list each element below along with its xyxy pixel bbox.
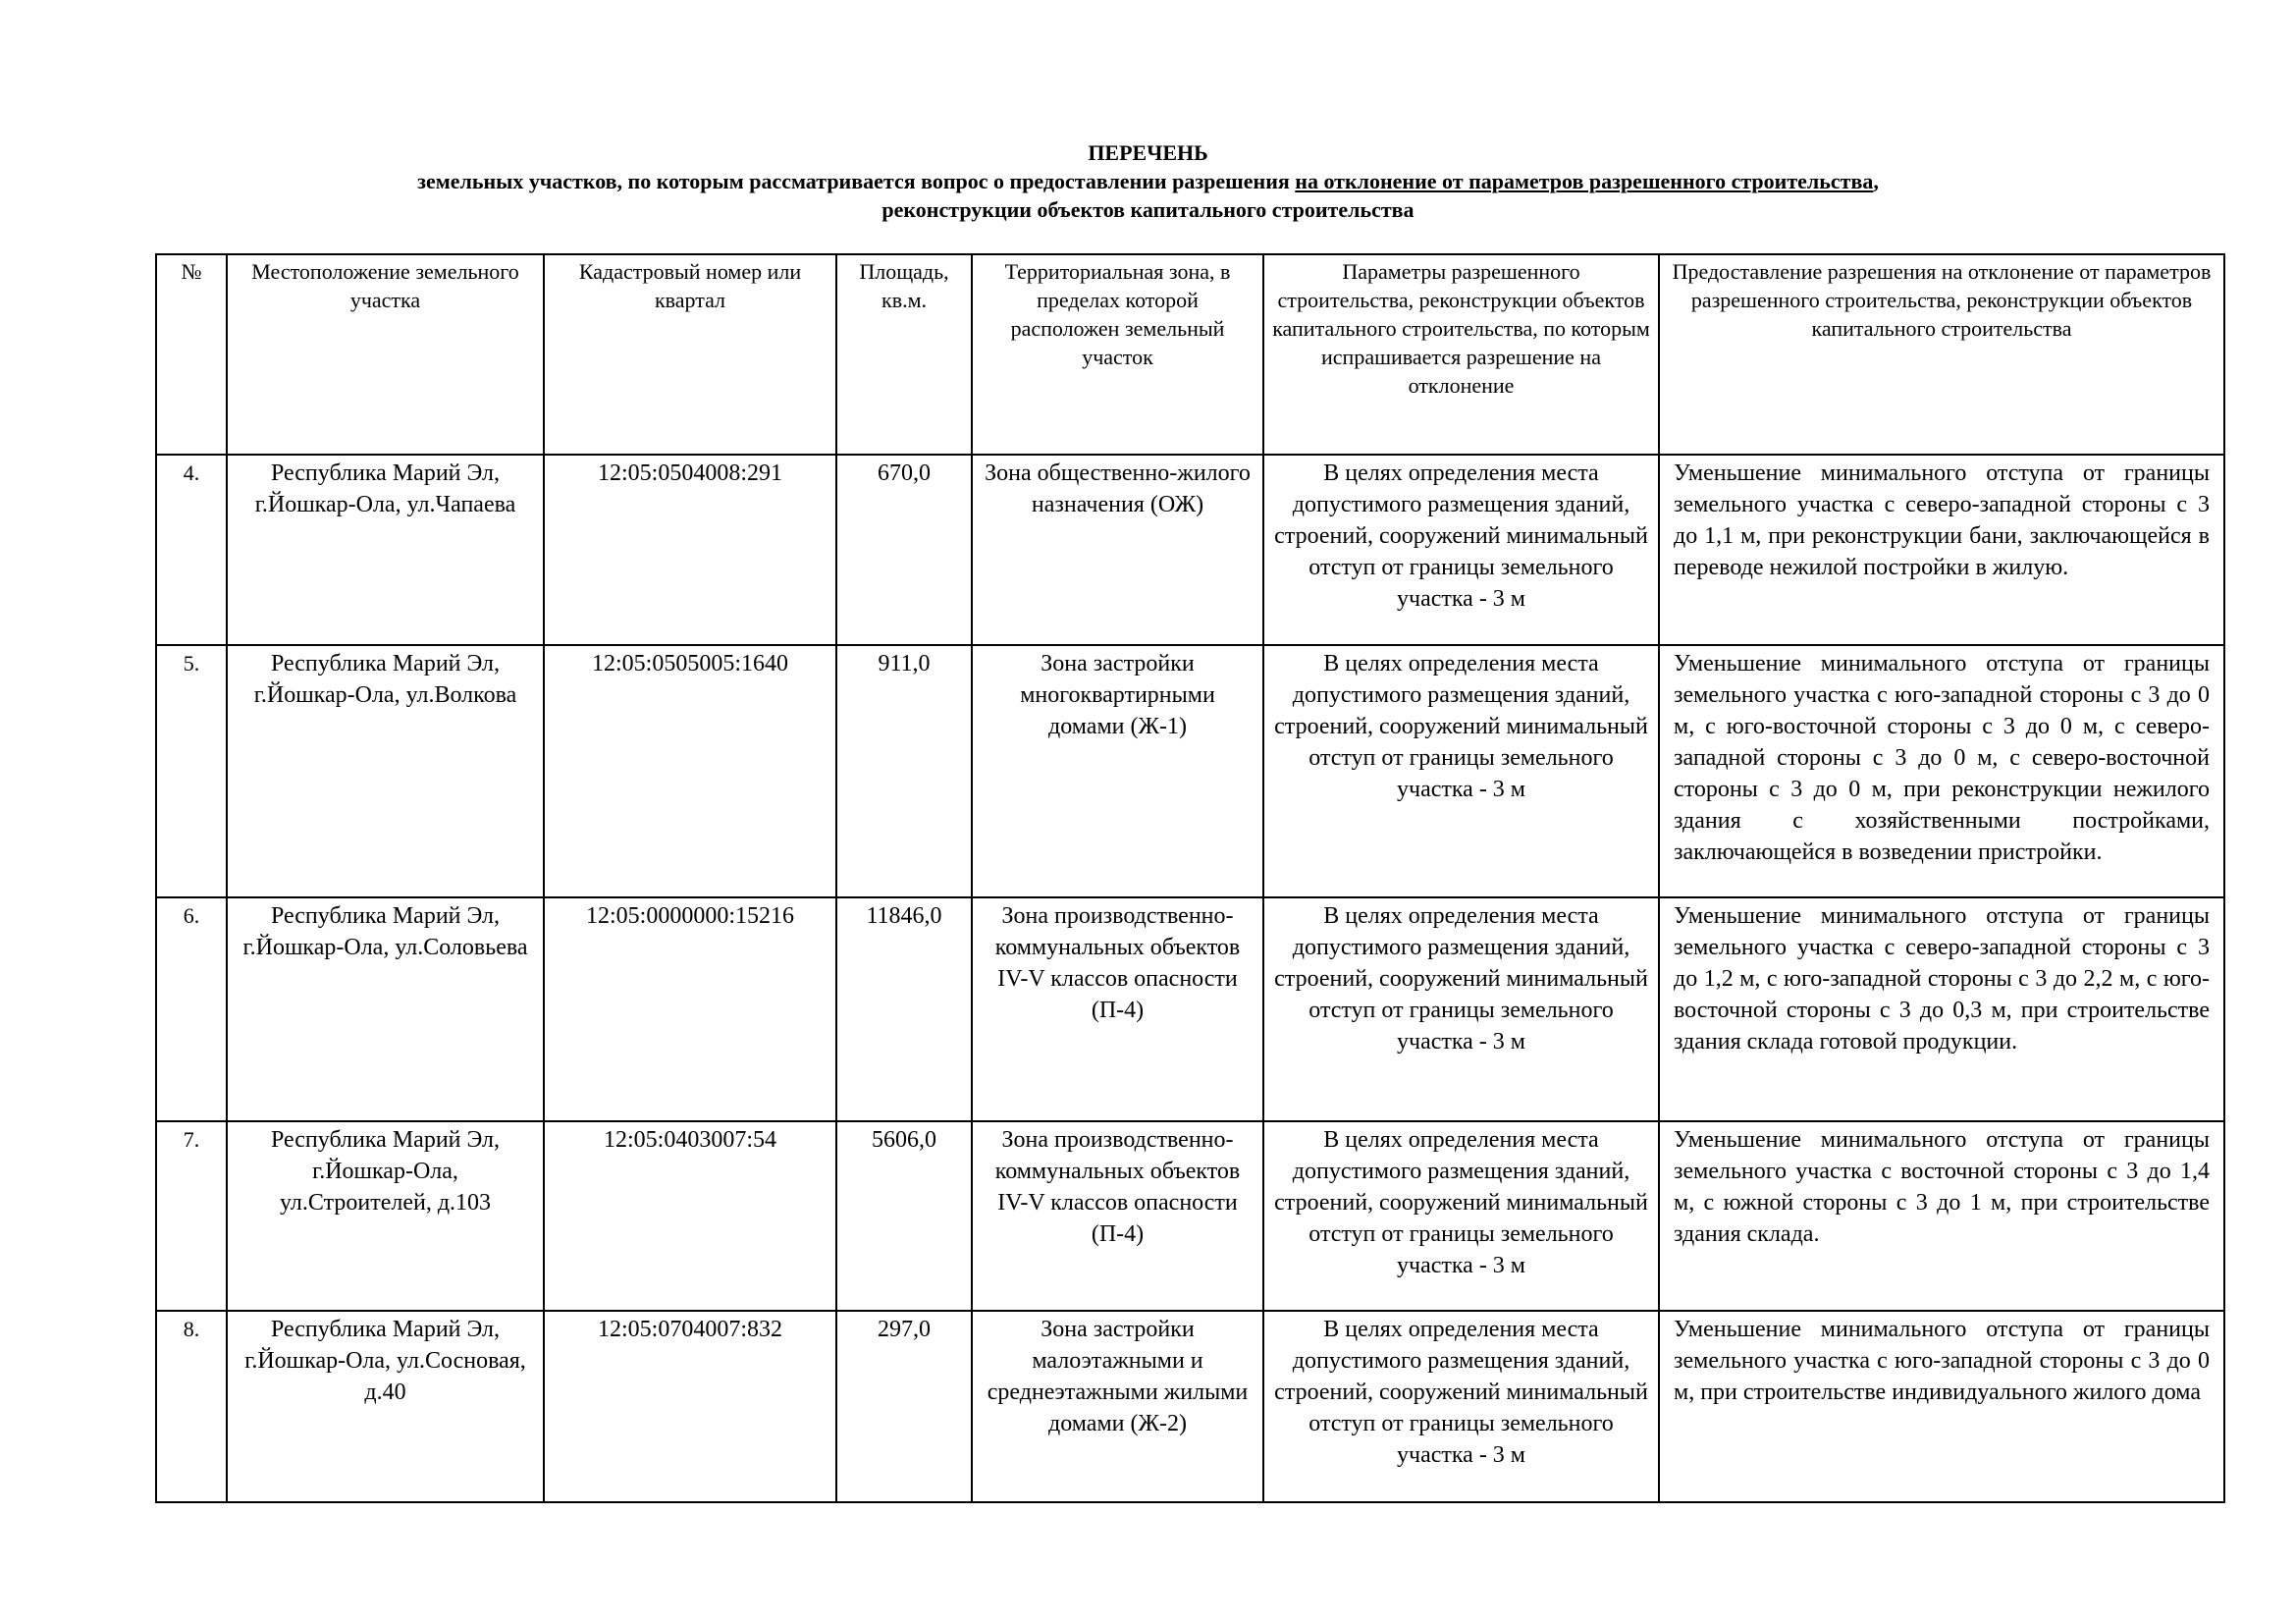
- zone-cell: Зона производственно-коммунальных объект…: [971, 896, 1264, 1122]
- zone-cell: Зона производственно-коммунальных объект…: [971, 1120, 1264, 1312]
- area-cell: 297,0: [835, 1310, 973, 1503]
- table-row: 5. Республика Марий Эл, г.Йошкар-Ола, ул.…: [155, 644, 2225, 898]
- location-cell: Республика Марий Эл, г.Йошкар-Ола, ул.Со…: [226, 896, 545, 1122]
- subtitle-plain: земельных участков, по которым рассматри…: [417, 169, 1296, 193]
- area-cell: 911,0: [835, 644, 973, 898]
- request-cell: Уменьшение минимального отступа от грани…: [1658, 1120, 2225, 1312]
- header-zone: Территориальная зона, в пределах которой…: [971, 253, 1264, 456]
- header-area: Площадь, кв.м.: [835, 253, 973, 456]
- cadastral-number-cell: 12:05:0403007:54: [543, 1120, 837, 1312]
- params-cell: В целях определения места допустимого ра…: [1262, 454, 1660, 646]
- table-row: 6. Республика Марий Эл, г.Йошкар-Ола, ул.…: [155, 896, 2225, 1122]
- row-number: 6.: [155, 896, 228, 1122]
- subtitle-underlined: на отклонение от параметров разрешенного…: [1295, 169, 1874, 193]
- zone-cell: Зона застройки малоэтажными и среднеэтаж…: [971, 1310, 1264, 1503]
- params-cell: В целях определения места допустимого ра…: [1262, 644, 1660, 898]
- document-subtitle-line-1: земельных участков, по которым рассматри…: [0, 168, 2296, 195]
- header-request: Предоставление разрешения на отклонение …: [1658, 253, 2225, 456]
- table-header-row: № Местоположение земельного участка Када…: [155, 253, 2225, 456]
- row-number: 5.: [155, 644, 228, 898]
- request-cell: Уменьшение минимального отступа от грани…: [1658, 644, 2225, 898]
- location-cell: Республика Марий Эл, г.Йошкар-Ола, ул.Ст…: [226, 1120, 545, 1312]
- header-params: Параметры разрешенного строительства, ре…: [1262, 253, 1660, 456]
- table-row: 7. Республика Марий Эл, г.Йошкар-Ола, ул.…: [155, 1120, 2225, 1312]
- params-cell: В целях определения места допустимого ра…: [1262, 1120, 1660, 1312]
- zone-cell: Зона общественно-жилого назначения (ОЖ): [971, 454, 1264, 646]
- header-location: Местоположение земельного участка: [226, 253, 545, 456]
- request-cell: Уменьшение минимального отступа от грани…: [1658, 896, 2225, 1122]
- row-number: 8.: [155, 1310, 228, 1503]
- document-subtitle-line-2: реконструкции объектов капитального стро…: [881, 197, 1415, 222]
- location-cell: Республика Марий Эл, г.Йошкар-Ола, ул.Во…: [226, 644, 545, 898]
- header-cadastral: Кадастровый номер или квартал: [543, 253, 837, 456]
- params-cell: В целях определения места допустимого ра…: [1262, 896, 1660, 1122]
- row-number: 7.: [155, 1120, 228, 1312]
- request-cell: Уменьшение минимального отступа от грани…: [1658, 454, 2225, 646]
- table-row: 8. Республика Марий Эл, г.Йошкар-Ола, ул.…: [155, 1310, 2225, 1503]
- cadastral-number-cell: 12:05:0505005:1640: [543, 644, 837, 898]
- request-cell: Уменьшение минимального отступа от грани…: [1658, 1310, 2225, 1503]
- row-number: 4.: [155, 454, 228, 646]
- area-cell: 670,0: [835, 454, 973, 646]
- zone-cell: Зона застройки многоквартирными домами (…: [971, 644, 1264, 898]
- area-cell: 11846,0: [835, 896, 973, 1122]
- table-row: 4. Республика Марий Эл, г.Йошкар-Ола, ул.…: [155, 454, 2225, 646]
- subtitle-end: ,: [1873, 169, 1879, 193]
- cadastral-number-cell: 12:05:0504008:291: [543, 454, 837, 646]
- header-number: №: [155, 253, 228, 456]
- land-plots-table: № Местоположение земельного участка Када…: [155, 253, 2225, 1503]
- cadastral-number-cell: 12:05:0704007:832: [543, 1310, 837, 1503]
- location-cell: Республика Марий Эл, г.Йошкар-Ола, ул.Со…: [226, 1310, 545, 1503]
- document-title: ПЕРЕЧЕНЬ: [1088, 140, 1208, 165]
- cadastral-number-cell: 12:05:0000000:15216: [543, 896, 837, 1122]
- params-cell: В целях определения места допустимого ра…: [1262, 1310, 1660, 1503]
- area-cell: 5606,0: [835, 1120, 973, 1312]
- location-cell: Республика Марий Эл, г.Йошкар-Ола, ул.Ча…: [226, 454, 545, 646]
